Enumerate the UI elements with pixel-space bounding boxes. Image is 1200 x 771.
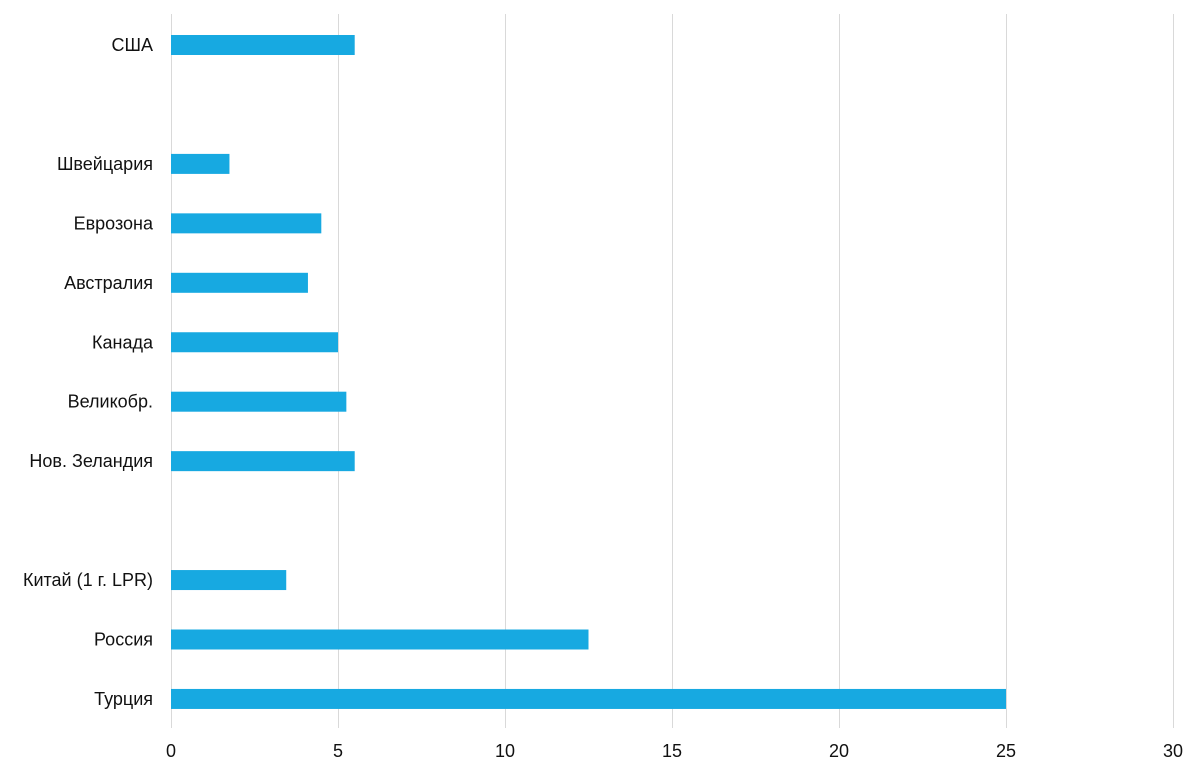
x-tick-label-0: 0 [166,741,176,761]
category-label-0: США [111,35,153,55]
bar-0 [171,35,355,55]
x-tick-label-15: 15 [662,741,682,761]
bar-2 [171,153,230,174]
category-label-6: Великобр. [68,392,153,412]
bar-3 [171,213,322,234]
x-tick-label-20: 20 [829,741,849,761]
category-label-4: Австралия [64,273,153,293]
bar-6 [171,391,347,412]
category-label-5: Канада [92,332,154,352]
bar-7 [171,451,355,472]
category-label-11: Турция [94,689,153,709]
category-label-10: Россия [94,630,153,650]
category-label-9: Китай (1 г. LPR) [23,570,153,590]
bar-11 [171,688,1006,709]
bar-5 [171,332,338,353]
category-label-3: Еврозона [74,213,154,233]
x-tick-label-5: 5 [333,741,343,761]
x-axis-tick-labels: 0 5 10 15 20 25 30 [166,741,1183,761]
bar-9 [171,570,287,591]
category-label-7: Нов. Зеландия [29,451,153,471]
x-tick-label-25: 25 [996,741,1016,761]
grid-lines [171,14,1174,728]
bar-4 [171,272,308,293]
bar-10 [171,629,589,650]
category-label-2: Швейцария [57,154,153,174]
bars [171,35,1006,709]
category-labels: США Швейцария Еврозона Австралия Канада Велик… [23,35,154,709]
x-tick-label-10: 10 [495,741,515,761]
x-tick-label-30: 30 [1163,741,1183,761]
